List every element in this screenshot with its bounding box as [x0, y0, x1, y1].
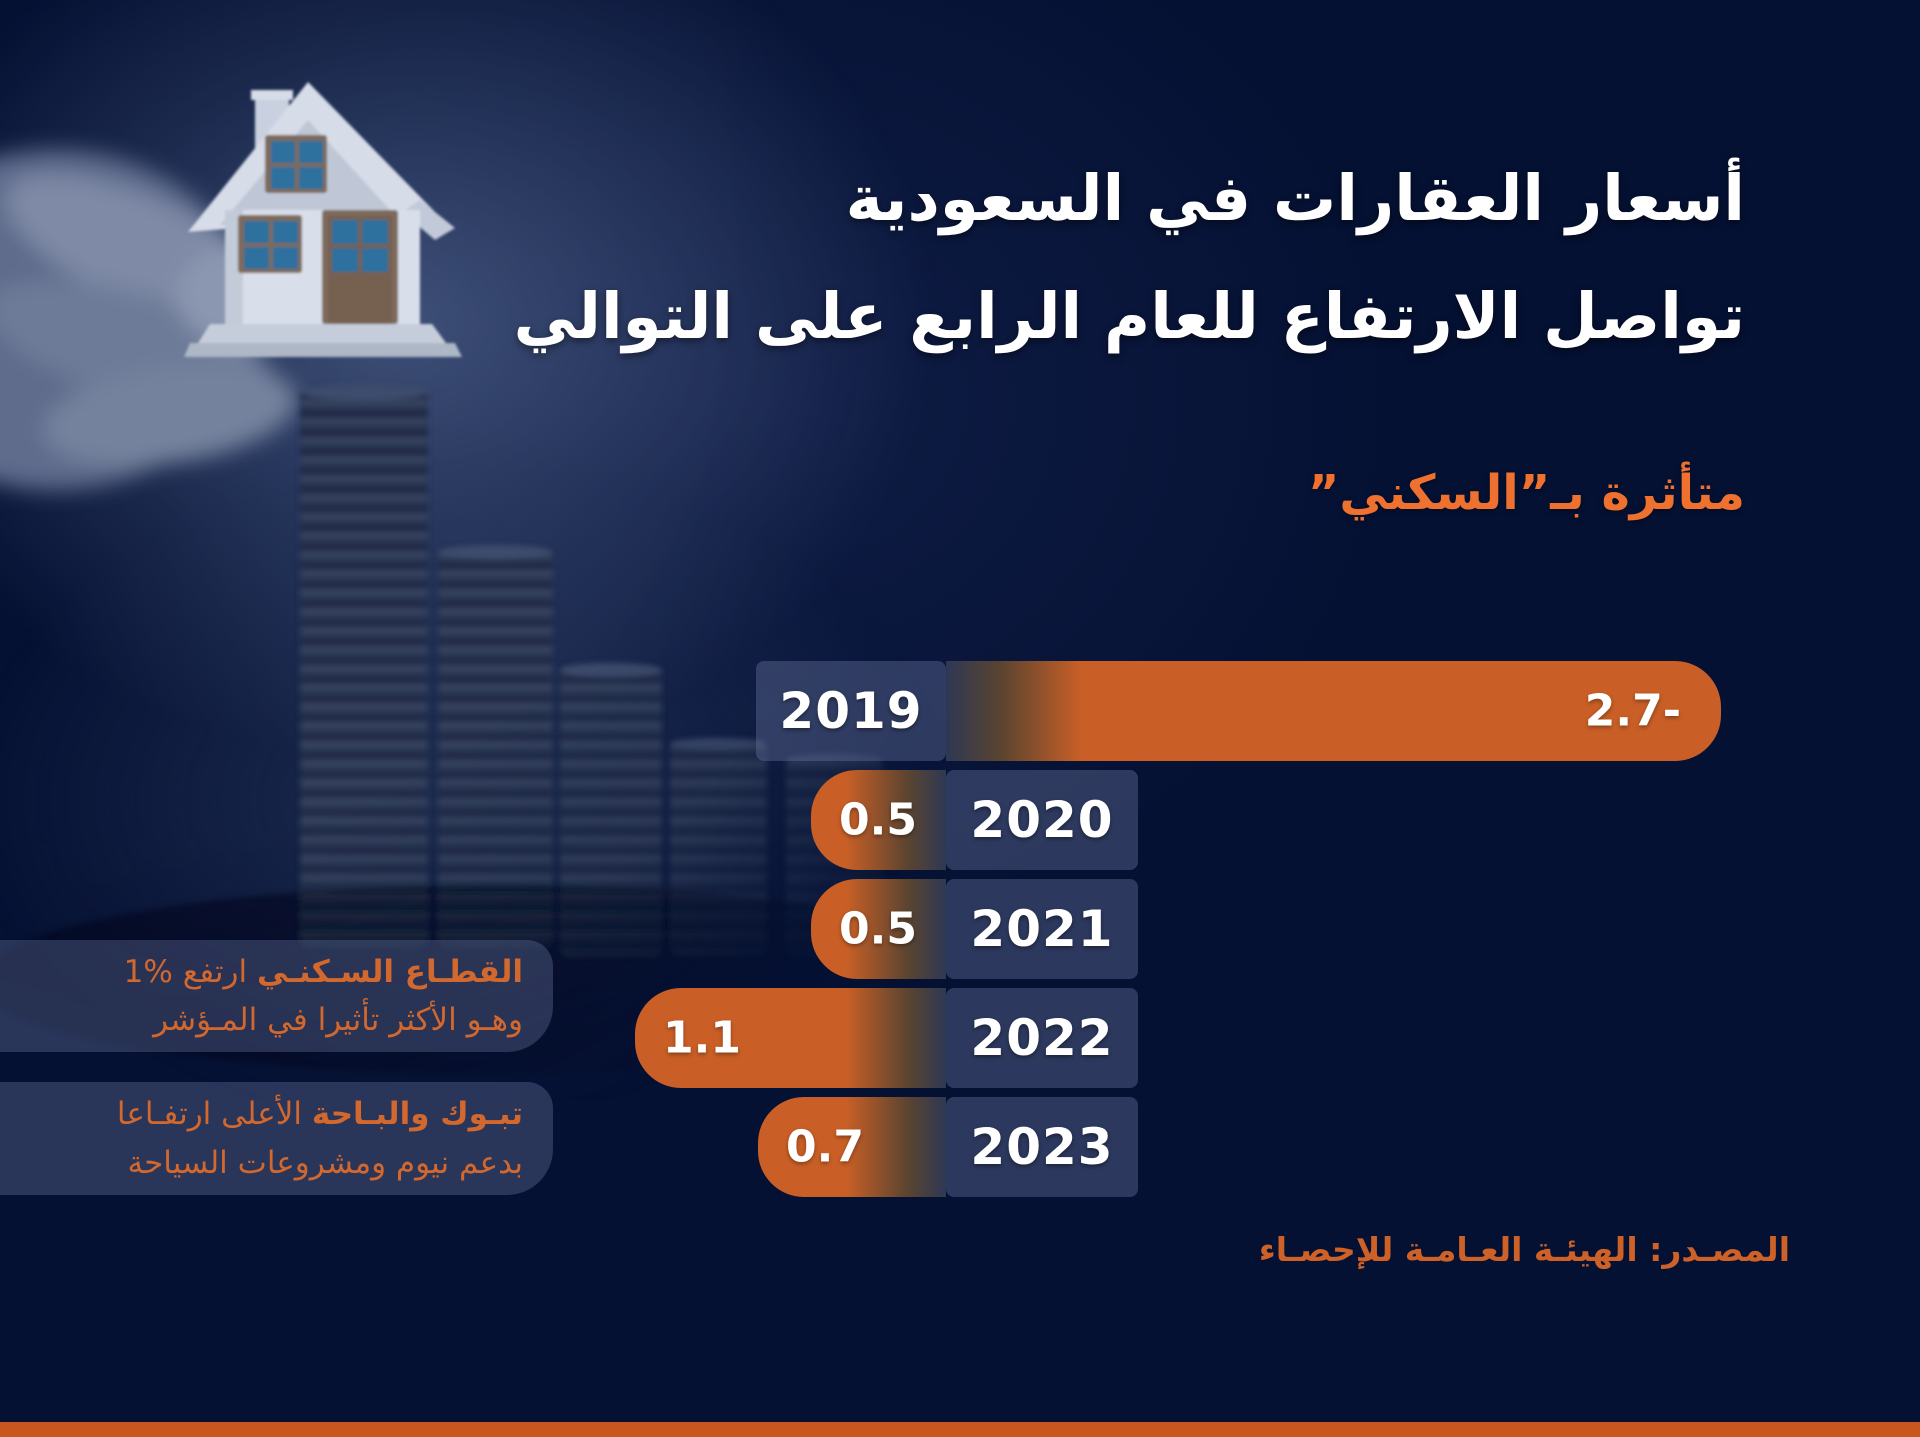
- bar-value: 0.7: [786, 1121, 864, 1173]
- year-label: 2020: [970, 791, 1114, 849]
- bar-2022: 1.1: [635, 988, 946, 1088]
- chart-row-2021: 0.5 2021: [0, 879, 1920, 979]
- source-caption: المصـدر: الهيئـة العـامـة للإحصـاء: [1258, 1230, 1790, 1269]
- chart-row-2020: 0.5 2020: [0, 770, 1920, 870]
- subtitle-highlight: متأثرة بـ”السكني”: [1307, 465, 1745, 521]
- bottom-accent-strip: [0, 1422, 1920, 1437]
- note-rest-text: ارتفع %1: [123, 953, 248, 990]
- note-residential-sector: القطـاع السـكنـي ارتفع %1 وهـو الأكثر تأ…: [0, 940, 553, 1052]
- year-label-box-2019: 2019: [756, 661, 946, 761]
- note-bold-text: القطـاع السـكنـي: [256, 953, 523, 990]
- year-label: 2021: [970, 900, 1114, 958]
- note-line-1: القطـاع السـكنـي ارتفع %1: [20, 948, 523, 996]
- year-label-box-2021: 2021: [946, 879, 1138, 979]
- note-line-2: بدعم نيوم ومشروعات السياحة: [127, 1144, 523, 1181]
- bar-2020: 0.5: [811, 770, 946, 870]
- bar-value: 1.1: [663, 1012, 741, 1064]
- bar-2019: 2.7-: [946, 661, 1721, 761]
- note-bold-text: تبـوك والبـاحة: [311, 1096, 523, 1133]
- note-line-2: وهـو الأكثر تأثيرا في المـؤشر: [153, 1002, 523, 1038]
- chart-row-2023: 0.7 2023: [0, 1097, 1920, 1197]
- house-icon: [184, 82, 462, 357]
- year-label-box-2023: 2023: [946, 1097, 1138, 1197]
- bar-value: 0.5: [839, 903, 917, 955]
- bar-2021: 0.5: [811, 879, 946, 979]
- year-label-box-2020: 2020: [946, 770, 1138, 870]
- title-block: أسعار العقارات في السعودية تواصل الارتفا…: [514, 140, 1745, 376]
- chart-row-2022: 1.1 2022: [0, 988, 1920, 1088]
- note-tabuk-albaha: تبـوك والبـاحة الأعلى ارتفـاعا بدعم نيوم…: [0, 1082, 553, 1195]
- year-label: 2023: [970, 1118, 1114, 1176]
- title-line-1: أسعار العقارات في السعودية: [845, 162, 1745, 235]
- bar-value: 0.5: [839, 794, 917, 846]
- photo-illustration: [0, 0, 1020, 1130]
- year-label: 2022: [970, 1009, 1114, 1067]
- bar-2023: 0.7: [758, 1097, 946, 1197]
- chart-row-2019: 2019 2.7-: [0, 661, 1920, 761]
- title-line-2: تواصل الارتفاع للعام الرابع على التوالي: [513, 280, 1745, 353]
- background-photo: [0, 0, 1020, 1130]
- note-line-1: تبـوك والبـاحة الأعلى ارتفـاعا: [20, 1090, 523, 1138]
- year-label: 2019: [779, 682, 923, 740]
- year-label-box-2022: 2022: [946, 988, 1138, 1088]
- note-rest-text: الأعلى ارتفـاعا: [116, 1096, 303, 1133]
- bar-value: 2.7-: [1584, 685, 1681, 737]
